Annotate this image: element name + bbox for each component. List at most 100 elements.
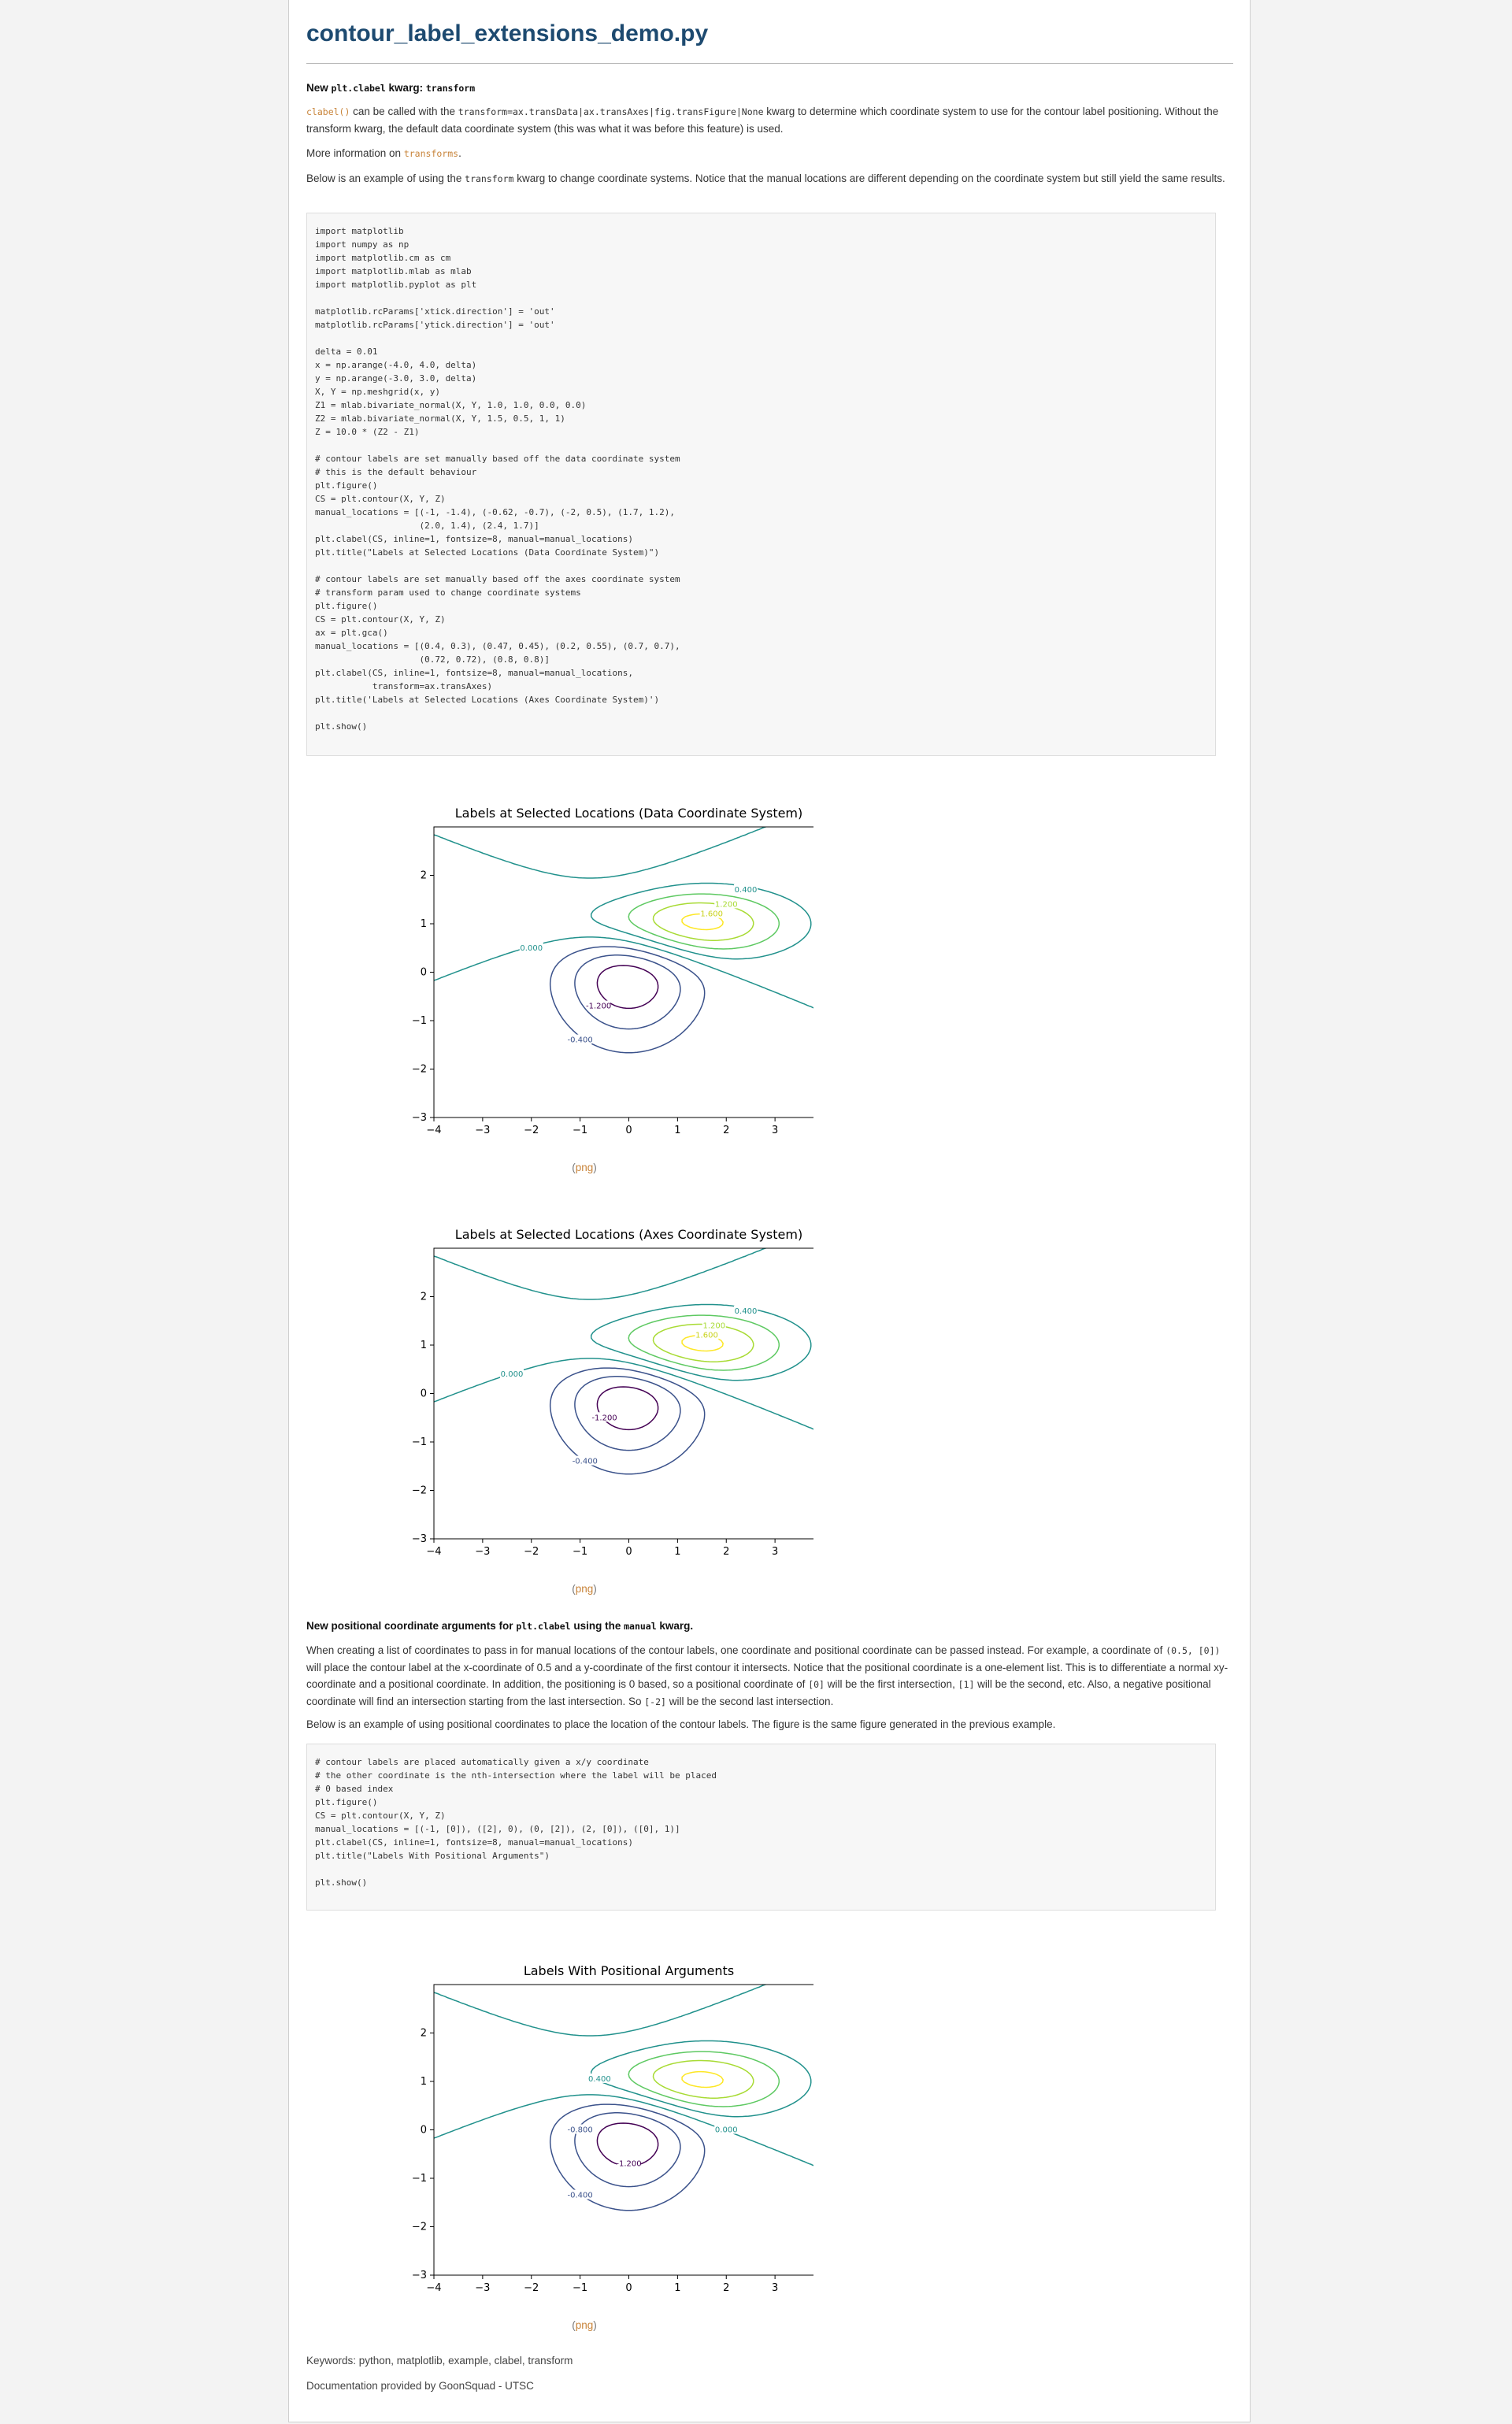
x-tick-label: 1 <box>674 1125 680 1134</box>
figure-positional: Labels With Positional Arguments 0.400 0.0… <box>355 1953 813 2292</box>
y-tick-label: 1 <box>421 918 427 930</box>
contour-label: -1.200 <box>591 1414 617 1422</box>
contour-level <box>628 1314 780 1371</box>
contour-level <box>574 954 681 1030</box>
contour-label-gap <box>734 884 758 894</box>
contour-label-gap <box>573 1455 597 1466</box>
paren: ) <box>593 1583 597 1595</box>
y-tick-label: −2 <box>412 1485 427 1497</box>
heading-code: manual <box>624 1621 657 1632</box>
paren: ) <box>593 1162 597 1173</box>
x-tick-label: 3 <box>772 1546 778 1555</box>
contour-label: 1.200 <box>715 900 738 909</box>
png-link[interactable]: png <box>575 1583 594 1595</box>
contour-label: -0.800 <box>568 2126 593 2135</box>
inline-code: [-2] <box>644 1696 666 1707</box>
x-tick-label: 2 <box>723 1125 729 1134</box>
paragraph-positional-example: Below is an example of using positional … <box>306 1718 1056 1730</box>
paragraph-text: Below is an example of using the <box>306 172 462 184</box>
paren: ( <box>572 1162 576 1173</box>
x-tick-label: 0 <box>625 2282 632 2292</box>
contour-level <box>574 1376 681 1451</box>
x-tick-label: −4 <box>426 1125 441 1134</box>
contour-chart-positional: Labels With Positional Arguments 0.400 0.0… <box>412 1963 813 2292</box>
x-tick-label: 1 <box>674 2282 680 2292</box>
code-block-transform: import matplotlib import numpy as np imp… <box>306 213 1216 756</box>
transforms-link[interactable]: transforms <box>403 148 459 159</box>
png-link-row: (png) <box>355 2317 813 2333</box>
contour-label-gap <box>714 2124 739 2134</box>
contour-label: -1.200 <box>616 2160 641 2169</box>
plot-frame <box>433 826 813 1118</box>
y-tick-label: −1 <box>412 2173 427 2185</box>
png-link[interactable]: png <box>575 2319 594 2331</box>
x-tick-label: −1 <box>573 1546 587 1555</box>
chart-title: Labels at Selected Locations (Data Coord… <box>455 806 803 821</box>
x-tick-label: 1 <box>674 1546 680 1555</box>
section2-heading: New positional coordinate arguments for … <box>306 1618 1233 1635</box>
contour-label-gap <box>587 2073 612 2083</box>
contour-level <box>434 827 813 1009</box>
clabel-link[interactable]: clabel() <box>306 106 350 117</box>
contour-label-gap <box>519 942 543 952</box>
contour-label-gap <box>734 1305 758 1315</box>
contour-label: 1.600 <box>695 1332 718 1340</box>
x-tick-label: −3 <box>475 1125 490 1134</box>
paragraph-transforms: More information on transforms. <box>306 145 1233 162</box>
heading-code: transform <box>425 83 476 94</box>
paragraph-text: can be called with the <box>353 106 455 117</box>
contour-label-gap <box>568 1034 592 1044</box>
contour-label: 0.000 <box>715 2126 738 2135</box>
y-tick-label: 0 <box>421 967 427 979</box>
x-tick-label: −3 <box>475 1546 490 1555</box>
y-tick-label: 1 <box>421 1340 427 1351</box>
x-tick-label: 0 <box>625 1546 632 1555</box>
contour-level <box>549 946 706 1054</box>
paragraph-text: kwarg to determine which coordinate syst… <box>306 106 1219 135</box>
keywords: Keywords: python, matplotlib, example, c… <box>306 2355 573 2367</box>
heading-text: New positional coordinate arguments for <box>306 1620 513 1632</box>
contour-level <box>549 2103 706 2211</box>
heading-text: kwarg: <box>388 82 424 94</box>
contour-lines <box>434 1248 813 1475</box>
credit: Documentation provided by GoonSquad - UT… <box>306 2380 534 2392</box>
x-tick-label: 2 <box>723 1546 729 1555</box>
contour-label: -1.200 <box>586 1003 611 1011</box>
contour-label-gap <box>695 1329 719 1340</box>
x-tick-label: −4 <box>426 2282 441 2292</box>
y-tick-label: 2 <box>421 1292 427 1303</box>
y-tick-label: −2 <box>412 2222 427 2233</box>
contour-label-gap <box>500 1368 524 1378</box>
contour-level <box>628 893 780 950</box>
x-tick-label: −3 <box>475 2282 490 2292</box>
contour-label-gap <box>714 899 739 909</box>
contour-chart-data-coords: Labels at Selected Locations (Data Coord… <box>412 806 813 1134</box>
y-tick-label: 2 <box>421 870 427 882</box>
x-tick-label: −1 <box>573 1125 587 1134</box>
contour-label-gap <box>568 2124 592 2134</box>
paragraph-text: will be the second last intersection. <box>669 1696 834 1707</box>
y-tick-label: −3 <box>412 1533 427 1545</box>
contour-label: 0.000 <box>520 944 543 953</box>
y-tick-label: 0 <box>421 2125 427 2137</box>
png-link[interactable]: png <box>575 1162 594 1173</box>
inline-code: (0.5, [0]) <box>1166 1645 1221 1656</box>
document-page: contour_label_extensions_demo.py New plt… <box>288 0 1251 2422</box>
x-tick-label: 3 <box>772 1125 778 1134</box>
contour-label: -0.400 <box>568 1036 593 1045</box>
plot-frame <box>433 1247 813 1540</box>
contour-level <box>628 2051 780 2107</box>
inline-code: transform <box>465 173 514 184</box>
contour-label: 1.600 <box>700 910 723 919</box>
paragraph-text: kwarg to change coordinate systems. Noti… <box>517 172 1225 184</box>
chart-title: Labels With Positional Arguments <box>524 1963 734 1978</box>
inline-code: transform=ax.transData|ax.transAxes|fig.… <box>458 106 764 117</box>
contour-label: 0.400 <box>735 1307 758 1316</box>
y-tick-label: 1 <box>421 2076 427 2088</box>
paren: ( <box>572 2319 576 2331</box>
paragraph-text: When creating a list of coordinates to p… <box>306 1644 1163 1656</box>
contour-level <box>590 2040 812 2118</box>
heading-code: plt.clabel <box>331 83 386 94</box>
y-tick-label: −3 <box>412 2270 427 2281</box>
heading-text: using the <box>573 1620 621 1632</box>
